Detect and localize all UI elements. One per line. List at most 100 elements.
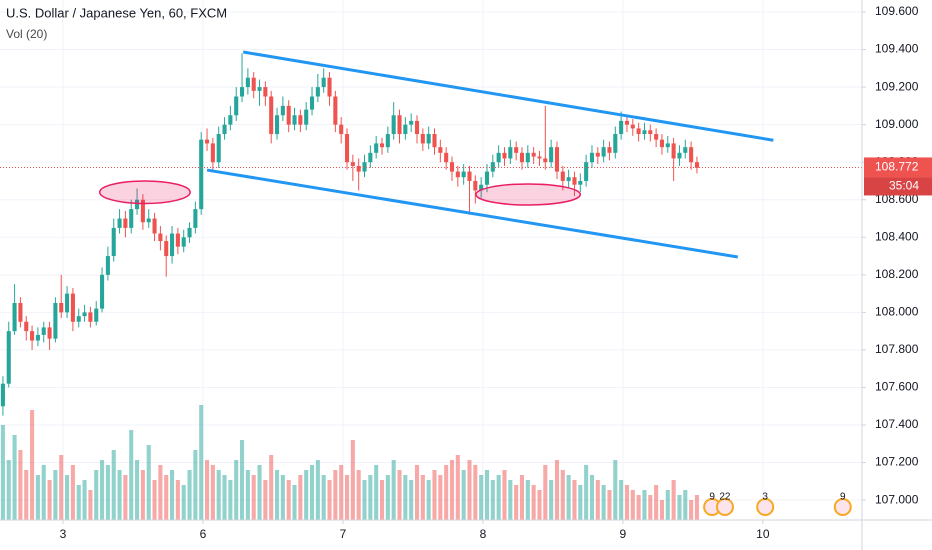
volume-bar [659, 500, 664, 520]
candle-body [175, 233, 180, 247]
candle-body [146, 218, 151, 223]
volume-bar [636, 495, 641, 520]
volume-bar [613, 460, 618, 520]
candle-body [665, 143, 670, 148]
candle-body [467, 171, 472, 181]
volume-bar [65, 475, 70, 520]
candle-body [514, 147, 519, 153]
trend-line [242, 50, 774, 142]
volume-bar [239, 440, 245, 520]
volume-bar [88, 490, 93, 520]
candle-body [659, 139, 664, 148]
candle-body [519, 152, 525, 163]
volume-bar [41, 465, 46, 520]
candle-body [414, 120, 420, 135]
candle-body [193, 209, 198, 228]
volume-bar [356, 470, 361, 520]
candle-body [47, 327, 52, 339]
volume-bar [123, 475, 128, 520]
ellipse-highlight [98, 180, 191, 205]
candle-body [619, 120, 624, 135]
volume-bar [502, 470, 507, 520]
y-tick-label: 109.200 [875, 79, 919, 93]
candle-body [350, 162, 355, 166]
volume-bar [333, 470, 338, 520]
y-tick-label: 108.200 [875, 267, 919, 281]
volume-bar [228, 480, 233, 520]
candle-body [117, 218, 122, 228]
volume-bar [111, 450, 116, 520]
y-tick-label: 109.600 [875, 4, 919, 18]
candle-body [94, 308, 99, 322]
x-tick-label: 9 [620, 527, 627, 541]
y-tick-label: 107.600 [875, 380, 919, 394]
candle-body [578, 180, 583, 185]
ellipse-highlight [475, 183, 582, 206]
candle-body [30, 331, 35, 341]
candle-body [251, 77, 256, 91]
volume-bar [309, 465, 315, 520]
volume-bar [694, 495, 699, 520]
volume-bar [216, 470, 221, 520]
candle-body [53, 302, 58, 339]
candle-body [239, 87, 245, 97]
volume-bar [642, 490, 647, 520]
candle-body [677, 152, 682, 159]
y-tick-label: 107.000 [875, 492, 919, 506]
volume-bar [420, 475, 425, 520]
candle-body [41, 327, 46, 335]
volume-bar [525, 480, 530, 520]
y-tick-label: 107.200 [875, 455, 919, 469]
candle-body [432, 134, 437, 148]
volume-bar [455, 455, 460, 520]
candle-body [135, 199, 140, 210]
candle-body [689, 147, 694, 163]
candle-body [327, 77, 332, 97]
volume-bar [30, 410, 35, 520]
y-tick-label: 108.000 [875, 305, 919, 319]
volume-bar [164, 475, 169, 520]
candle-body [554, 147, 560, 172]
candle-body [274, 115, 280, 135]
candle-body [484, 171, 490, 185]
volume-bar [117, 470, 122, 520]
candle-body [356, 165, 361, 172]
candle-body [385, 134, 390, 148]
volume-bar [426, 480, 431, 520]
candle-body [490, 162, 495, 172]
volume-bar [70, 465, 75, 520]
event-label: 22 [719, 492, 731, 503]
candle-body [100, 274, 105, 309]
candle-body [12, 302, 17, 332]
volume-bar [286, 480, 291, 520]
candle-body [181, 237, 186, 247]
candle-body [205, 139, 210, 144]
volume-bar [6, 460, 11, 520]
candle-body [642, 130, 647, 135]
volume-bar [595, 480, 600, 520]
volume-bar [234, 460, 239, 520]
volume-bar [654, 485, 659, 520]
candle-body [694, 162, 699, 168]
event-icon [833, 498, 852, 516]
volume-bar [490, 480, 495, 520]
volume-bar [315, 460, 320, 520]
volume-bar [689, 500, 694, 520]
volume-bar [391, 460, 396, 520]
volume-bar [105, 465, 110, 520]
last-price-box [864, 157, 932, 178]
candle-body [479, 184, 484, 191]
candle-body [671, 143, 676, 159]
volume-bar [94, 470, 99, 520]
candle-body [543, 158, 548, 163]
volume-bar [327, 480, 332, 520]
volume-bar [344, 475, 350, 520]
volume-bar [374, 465, 379, 520]
volume-bar [677, 495, 682, 520]
volume-bar [444, 465, 449, 520]
volume-bar [449, 460, 455, 520]
volume-bar [53, 470, 58, 520]
volume-bar [321, 475, 326, 520]
y-tick-label: 107.400 [875, 417, 919, 431]
volume-bar [409, 480, 414, 520]
